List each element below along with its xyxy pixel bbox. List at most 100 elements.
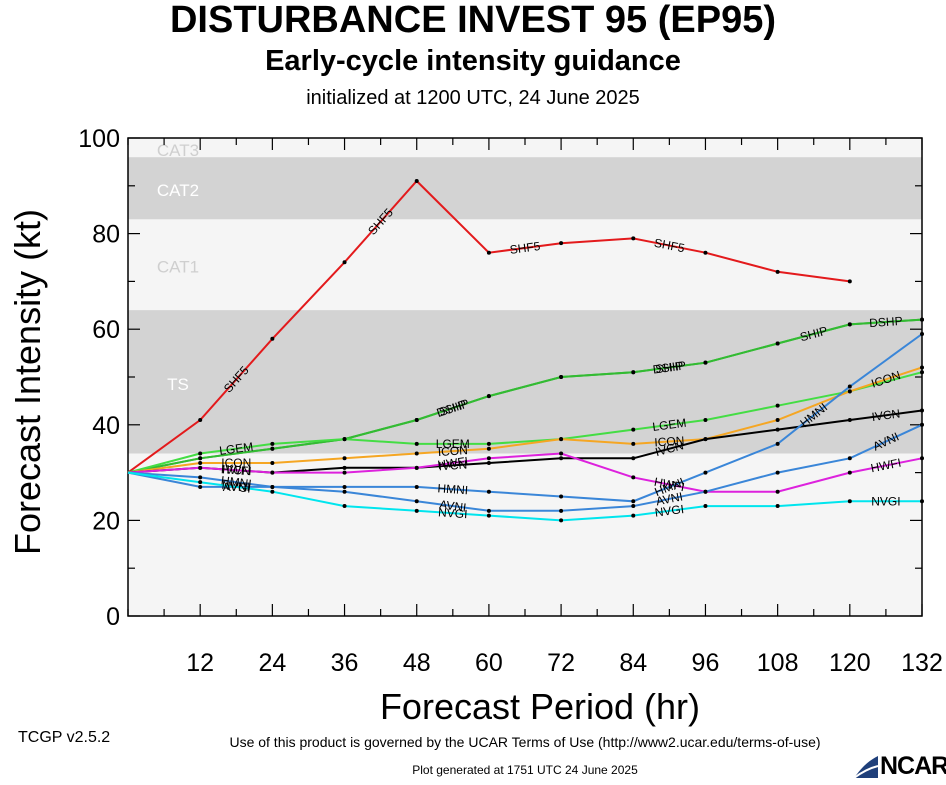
- data-point-nvgi: [703, 504, 708, 509]
- series-label-ship: SHIP: [798, 324, 829, 345]
- y-tick-label: 80: [92, 221, 120, 249]
- data-point-shf5: [847, 279, 852, 284]
- series-icon: [127, 365, 924, 474]
- data-point-nvgi: [847, 499, 852, 504]
- data-point-lgem: [342, 437, 347, 442]
- data-point-lgem: [270, 441, 275, 446]
- data-point-ivcn: [342, 465, 347, 470]
- data-point-hmni: [631, 499, 636, 504]
- series-line-hmni: [127, 333, 923, 503]
- data-point-icon: [559, 437, 564, 442]
- y-tick-label: 0: [106, 603, 120, 631]
- category-label-cat1: CAT1: [157, 258, 199, 277]
- data-point-ivcn: [847, 418, 852, 423]
- data-point-ivcn: [920, 408, 924, 413]
- x-tick-label: 132: [901, 649, 943, 677]
- series-nvgi: [127, 471, 924, 523]
- series-line-lgem: [127, 371, 923, 474]
- ncar-logo-text: NCAR: [880, 752, 946, 780]
- data-point-lgem: [920, 370, 924, 375]
- x-tick-label: 24: [258, 649, 286, 677]
- data-point-shf5: [631, 236, 636, 241]
- data-point-dshp: [703, 360, 708, 365]
- data-point-lgem: [631, 427, 636, 432]
- data-point-icon: [342, 456, 347, 461]
- series-label-icon: ICON: [221, 456, 251, 470]
- y-tick-label: 20: [92, 507, 120, 535]
- series-label-hwfi: HWFI: [870, 456, 903, 476]
- series-dshp: [127, 317, 924, 474]
- data-point-dshp: [198, 456, 203, 461]
- data-point-hwfi: [847, 470, 852, 475]
- ncar-logo: NCAR: [852, 752, 946, 780]
- data-point-avni: [198, 484, 203, 489]
- data-point-shf5: [270, 336, 275, 341]
- data-point-icon: [414, 451, 419, 456]
- series-label-shf5: SHF5: [653, 236, 686, 256]
- data-point-shf5: [486, 250, 491, 255]
- terms-of-use-notice: Use of this product is governed by the U…: [229, 734, 821, 750]
- series-line-icon: [127, 366, 923, 474]
- data-point-lgem: [775, 403, 780, 408]
- x-tick-label: 96: [692, 649, 720, 677]
- series-line-dshp: [127, 318, 923, 474]
- data-point-hwfi: [559, 451, 564, 456]
- series-line-avni: [127, 423, 923, 512]
- data-point-hwfi: [486, 456, 491, 461]
- data-point-icon: [270, 461, 275, 466]
- series-label-hmni: HMNI: [437, 481, 469, 497]
- data-point-nvgi: [775, 504, 780, 509]
- data-point-nvgi: [631, 513, 636, 518]
- series-label-hwfi: HWFI: [221, 462, 253, 478]
- data-point-hmni: [198, 475, 203, 480]
- data-point-icon: [920, 365, 924, 370]
- x-tick-label: 36: [331, 649, 359, 677]
- data-point-shf5: [775, 269, 780, 274]
- data-point-avni: [414, 499, 419, 504]
- data-point-dshp: [920, 317, 924, 322]
- series-line-hwfi: [127, 452, 923, 493]
- data-point-hwfi: [270, 470, 275, 475]
- data-point-icon: [847, 389, 852, 394]
- series-label-ivcn: IVCN: [871, 406, 901, 424]
- data-point-hmni: [486, 489, 491, 494]
- series-shf5: [127, 179, 852, 474]
- data-point-dshp: [559, 375, 564, 379]
- series-label-avni: AVNI: [438, 497, 467, 514]
- data-point-hmni: [847, 384, 852, 389]
- data-point-shf5: [342, 260, 347, 265]
- data-point-shf5: [414, 179, 419, 184]
- series-label-ship: SHIP: [655, 359, 685, 377]
- category-band-cat3: [128, 138, 922, 158]
- series-lgem: [127, 370, 924, 474]
- data-point-avni: [342, 489, 347, 494]
- series-label-nvgi: NVGI: [871, 494, 900, 508]
- data-point-ivcn: [703, 437, 708, 442]
- category-label-cat2: CAT2: [157, 181, 199, 200]
- series-label-shf5: SHF5: [509, 239, 542, 257]
- series-label-icon: ICON: [437, 443, 468, 459]
- data-point-shf5: [198, 418, 203, 423]
- data-point-lgem: [486, 441, 491, 446]
- data-point-dshp: [847, 322, 852, 327]
- series-label-avni: AVNI: [655, 489, 684, 508]
- data-point-avni: [559, 508, 564, 513]
- category-band-ts: [128, 310, 922, 454]
- chart-title: DISTURBANCE INVEST 95 (EP95): [169, 0, 776, 41]
- series-label-lgem: LGEM: [652, 416, 688, 434]
- series-label-lgem: LGEM: [436, 437, 470, 451]
- generation-time: Plot generated at 1751 UTC 24 June 2025: [412, 763, 638, 777]
- chart-subtitle: Early-cycle intensity guidance: [265, 45, 681, 77]
- data-point-avni: [486, 508, 491, 513]
- data-point-ivcn: [775, 427, 780, 432]
- data-point-hmni: [775, 441, 780, 446]
- x-tick-label: 108: [757, 649, 799, 677]
- series-label-hmni: HMNI: [220, 473, 252, 491]
- series-label-avni: AVNI: [223, 480, 250, 494]
- series-label-icon: ICON: [654, 434, 685, 450]
- x-tick-label: 120: [829, 649, 871, 677]
- data-point-avni: [775, 470, 780, 475]
- data-point-hwfi: [775, 489, 780, 494]
- x-axis-title: Forecast Period (hr): [380, 686, 700, 727]
